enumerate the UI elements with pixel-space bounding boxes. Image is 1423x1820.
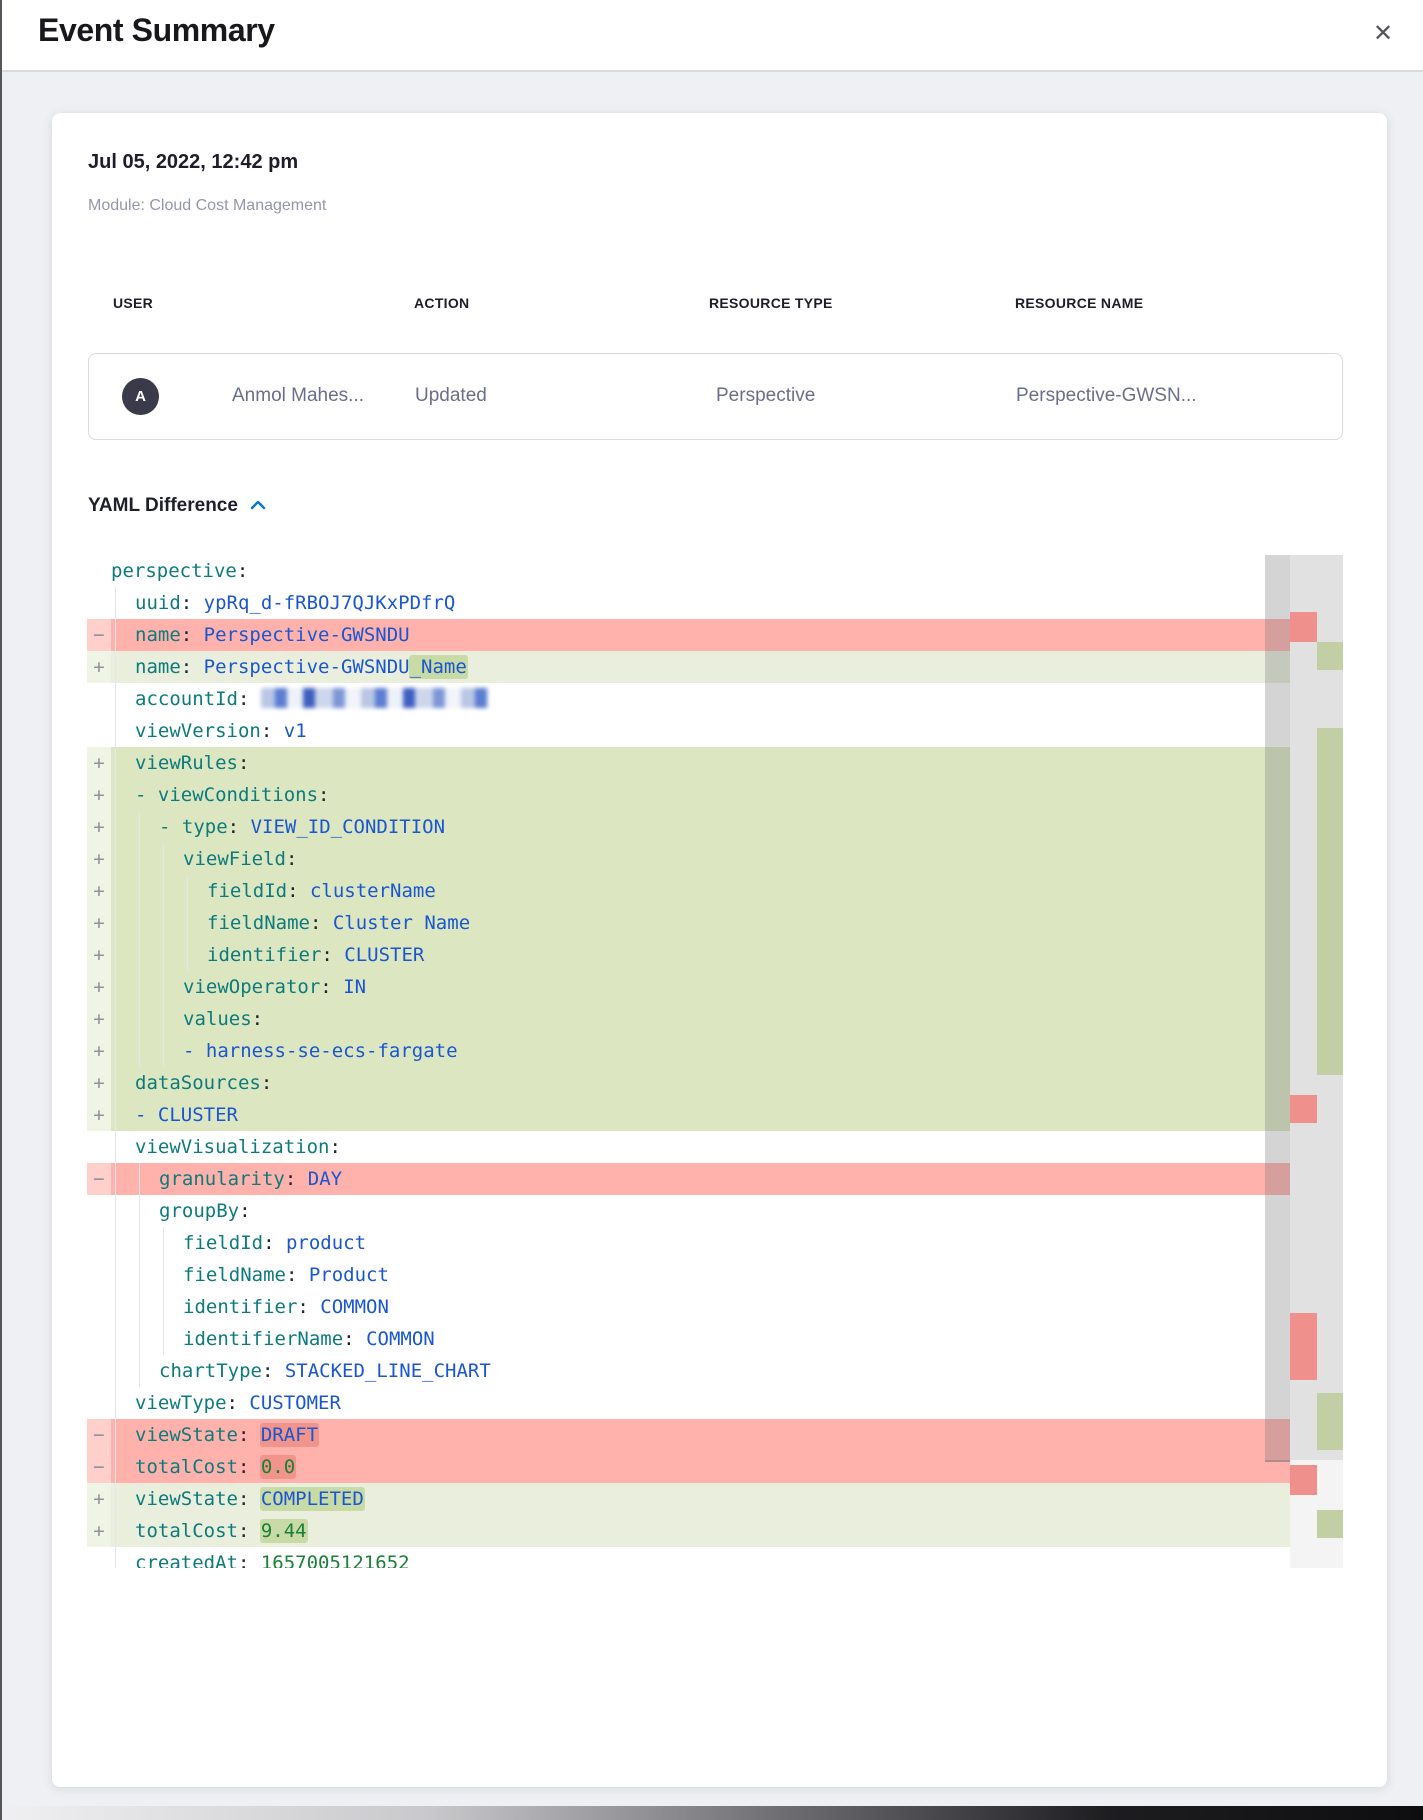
diff-line-marker: + [87,843,111,875]
diff-line-marker: + [87,747,111,779]
diff-line-marker: + [87,1483,111,1515]
diff-line-marker: − [87,619,111,651]
column-header-user: USER [113,295,154,311]
modal-header: Event Summary ✕ [2,0,1423,72]
diff-line: + fieldName: Cluster Name [87,907,1290,939]
diff-line: + viewField: [87,843,1290,875]
row-user: Anmol Mahes... [232,385,364,406]
diff-line: + totalCost: 9.44 [87,1515,1290,1547]
event-timestamp: Jul 05, 2022, 12:42 pm [88,151,299,173]
diff-line-marker: + [87,651,111,683]
diff-line-marker [87,1131,111,1163]
row-resource-type: Perspective [716,385,816,406]
diff-line-marker: + [87,1515,111,1547]
diff-scrollbar[interactable] [1265,555,1290,1462]
diff-minimap[interactable] [1290,555,1343,1568]
diff-line: − totalCost: 0.0 [87,1451,1290,1483]
diff-line: − granularity: DAY [87,1163,1290,1195]
diff-line-marker [87,715,111,747]
diff-line-marker: − [87,1163,111,1195]
event-summary-card: Jul 05, 2022, 12:42 pm Module: Cloud Cos… [52,113,1387,1787]
diff-line: viewType: CUSTOMER [87,1387,1290,1419]
avatar: A [122,378,159,415]
diff-line: + fieldId: clusterName [87,875,1290,907]
diff-line-marker: + [87,1003,111,1035]
diff-line: − viewState: DRAFT [87,1419,1290,1451]
minimap-red-block [1290,612,1317,642]
minimap-green-block [1317,1510,1343,1538]
diff-line-marker: + [87,779,111,811]
diff-line: identifierName: COMMON [87,1323,1290,1355]
table-row: A Anmol Mahes... Updated Perspective Per… [88,353,1343,440]
diff-line: uuid: ypRq_d-fRBOJ7QJKxPDfrQ [87,587,1290,619]
diff-line-marker: + [87,1099,111,1131]
diff-line: + - harness-se-ecs-fargate [87,1035,1290,1067]
diff-line-marker: + [87,971,111,1003]
diff-line-marker: + [87,939,111,971]
background-window-edge [2,1806,1423,1820]
diff-line: − name: Perspective-GWSNDU [87,619,1290,651]
column-header-resource-type: RESOURCE TYPE [709,295,833,311]
diff-line: + - CLUSTER [87,1099,1290,1131]
diff-line: createdAt: 1657005121652 [87,1547,1290,1568]
yaml-difference-label: YAML Difference [88,495,238,516]
diff-line-marker [87,1291,111,1323]
diff-line-marker [87,1227,111,1259]
diff-line-marker: + [87,875,111,907]
minimap-red-block [1290,1095,1317,1123]
minimap-red-block [1290,1465,1317,1495]
diff-line: accountId: [87,683,1290,715]
minimap-green-block [1317,642,1343,670]
close-icon[interactable]: ✕ [1363,14,1403,54]
diff-line-marker [87,1355,111,1387]
redacted-account-id [260,687,489,708]
diff-line-marker: + [87,1067,111,1099]
diff-lines: perspective: uuid: ypRq_d-fRBOJ7QJKxPDfrQ… [87,555,1343,1568]
diff-line: + dataSources: [87,1067,1290,1099]
diff-line-marker [87,587,111,619]
diff-line-marker: + [87,1035,111,1067]
diff-line: + - type: VIEW_ID_CONDITION [87,811,1290,843]
row-resource-name: Perspective-GWSN... [1016,385,1197,406]
diff-line-marker [87,555,111,587]
column-header-action: ACTION [414,295,470,311]
diff-line-marker: + [87,811,111,843]
diff-line-marker: + [87,907,111,939]
diff-line-marker [87,1547,111,1568]
minimap-green-block [1317,728,1343,1075]
diff-line: viewVisualization: [87,1131,1290,1163]
diff-line: + viewRules: [87,747,1290,779]
diff-line-marker [87,1259,111,1291]
diff-line-marker: − [87,1419,111,1451]
chevron-up-icon[interactable] [250,497,266,515]
diff-line: + name: Perspective-GWSNDU_Name [87,651,1290,683]
diff-line-marker [87,1195,111,1227]
diff-line: + identifier: CLUSTER [87,939,1290,971]
diff-line: identifier: COMMON [87,1291,1290,1323]
diff-line-marker [87,1323,111,1355]
diff-line: fieldId: product [87,1227,1290,1259]
diff-line: + viewState: COMPLETED [87,1483,1290,1515]
diff-line: perspective: [87,555,1290,587]
page-title: Event Summary [38,12,275,48]
diff-line: groupBy: [87,1195,1290,1227]
diff-line-marker [87,1387,111,1419]
diff-line-marker: − [87,1451,111,1483]
diff-line: chartType: STACKED_LINE_CHART [87,1355,1290,1387]
column-header-resource-name: RESOURCE NAME [1015,295,1144,311]
yaml-diff-editor[interactable]: perspective: uuid: ypRq_d-fRBOJ7QJKxPDfrQ… [87,555,1343,1568]
row-action: Updated [415,385,487,406]
minimap-green-block [1317,1393,1343,1450]
diff-line: viewVersion: v1 [87,715,1290,747]
diff-line: + - viewConditions: [87,779,1290,811]
event-module-label: Module: Cloud Cost Management [88,197,327,214]
minimap-red-block [1290,1313,1317,1380]
diff-line-marker [87,683,111,715]
diff-line: + values: [87,1003,1290,1035]
diff-line: + viewOperator: IN [87,971,1290,1003]
diff-line: fieldName: Product [87,1259,1290,1291]
